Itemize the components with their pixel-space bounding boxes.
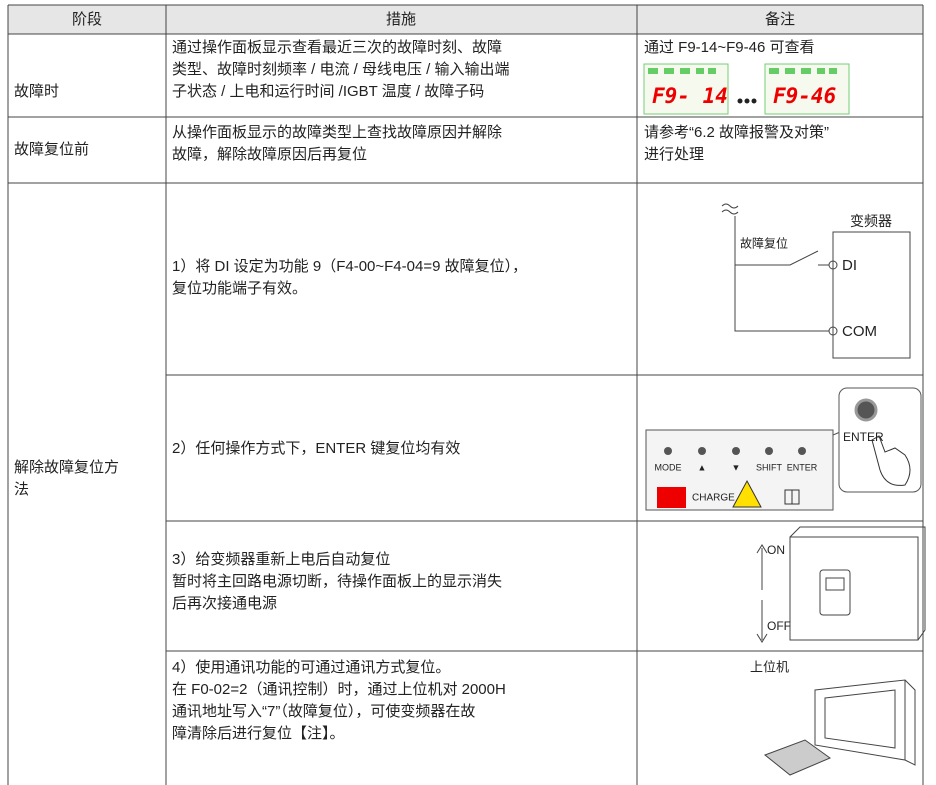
label: DI: [842, 257, 857, 274]
shape: [825, 577, 845, 591]
shape: [664, 447, 672, 455]
measure: 通讯地址写入“7”（故障复位），可使变频器在故: [172, 702, 475, 720]
measure: 4）使用通讯功能的可通过通讯方式复位。: [172, 658, 450, 676]
measure: 子状态 / 上电和运行时间 /IGBT 温度 / 故障子码: [172, 82, 484, 100]
measure: 通过操作面板显示查看最近三次的故障时刻、故障: [172, 38, 502, 56]
shape: [829, 68, 837, 74]
shape: [765, 447, 773, 455]
label: 变频器: [850, 214, 892, 230]
key-label: MODE: [655, 462, 682, 472]
key-label: ▲: [698, 462, 707, 472]
shape: [737, 98, 743, 104]
shape: [734, 216, 829, 332]
shape: [784, 489, 800, 505]
measure: 暂时将主回路电源切断，待操作面板上的显示消失: [172, 572, 502, 590]
ellipsis: [737, 98, 757, 104]
measure: 障清除后进行复位【注】。: [172, 724, 345, 742]
measure: 在 F0-02=2（通讯控制）时，通过上位机对 2000H: [172, 681, 506, 698]
shape: [698, 447, 706, 455]
computer: [764, 679, 916, 776]
shape: [789, 526, 926, 641]
key-label: SHIFT: [756, 462, 783, 472]
label: ENTER: [843, 430, 884, 444]
note: 进行处理: [644, 146, 704, 163]
shape: [680, 68, 690, 74]
header-cell: 措施: [386, 11, 416, 28]
key-label: ▼: [732, 462, 741, 472]
keypad-diagram: [645, 387, 922, 511]
measure: 复位功能端子有效。: [172, 279, 307, 297]
shape: [664, 447, 806, 455]
measure: 从操作面板显示的故障类型上查找故障原因并解除: [172, 123, 502, 141]
label: COM: [842, 323, 877, 340]
power-switch: [756, 526, 926, 643]
di-diagram: [721, 203, 911, 359]
shape: [871, 435, 911, 486]
header-cell: 备注: [765, 11, 795, 28]
shape: [732, 479, 762, 508]
label: ON: [767, 543, 785, 557]
shape: [657, 487, 686, 508]
note: 请参考“6.2 故障报警及对策”: [644, 123, 829, 141]
shape: [854, 398, 878, 422]
shape: [764, 739, 832, 776]
header-cell: 阶段: [72, 11, 102, 28]
label: 上位机: [750, 661, 789, 676]
shape: [769, 68, 779, 74]
shape: [732, 447, 740, 455]
display-panels: [643, 63, 850, 115]
display-code: F9-46: [773, 84, 836, 108]
label: 故障复位: [740, 236, 788, 251]
label: OFF: [767, 619, 791, 633]
shape: [756, 544, 768, 643]
shape: [708, 68, 716, 74]
stage: 法: [14, 481, 29, 498]
shape: [785, 68, 795, 74]
measure: 后再次接通电源: [172, 595, 277, 612]
note: 通过 F9-14~F9-46 可查看: [644, 39, 814, 56]
key-label: ENTER: [787, 462, 818, 472]
shape: [744, 98, 750, 104]
measure: 1）将 DI 设定为功能 9（F4-00~F4-04=9 故障复位），: [172, 257, 527, 275]
shape: [648, 68, 658, 74]
measure: 类型、故障时刻频率 / 电流 / 母线电压 / 输入输出端: [172, 60, 510, 78]
shape: [798, 447, 806, 455]
stage: 故障复位前: [14, 140, 89, 158]
shape: [751, 98, 757, 104]
shape: [801, 68, 811, 74]
display-code: F9- 14: [652, 84, 728, 108]
shape: [832, 231, 911, 359]
shape: [664, 68, 674, 74]
measure: 2）任何操作方式下，ENTER 键复位均有效: [172, 439, 460, 457]
measure: 3）给变频器重新上电后自动复位: [172, 550, 390, 568]
shape: [721, 203, 739, 215]
shape: [817, 68, 825, 74]
leds: [648, 68, 837, 74]
measure: 故障，解除故障原因后再复位: [172, 145, 367, 163]
table-grid: [7, 4, 924, 785]
label: CHARGE: [692, 493, 735, 504]
shape: [814, 679, 916, 766]
stage: 解除故障复位方: [14, 458, 119, 476]
shape: [696, 68, 704, 74]
stage: 故障时: [14, 82, 59, 100]
shape: [819, 569, 851, 616]
header-bg: [8, 5, 923, 34]
